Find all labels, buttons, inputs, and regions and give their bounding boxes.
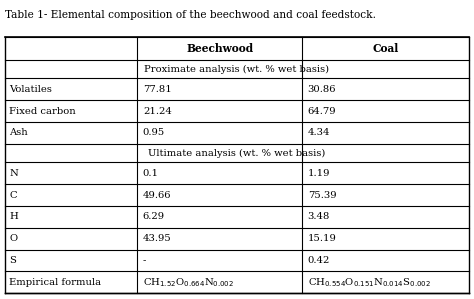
Text: 77.81: 77.81 (143, 85, 172, 94)
Text: Ultimate analysis (wt. % wet basis): Ultimate analysis (wt. % wet basis) (148, 149, 326, 158)
Text: 0.1: 0.1 (143, 169, 159, 178)
Text: Ash: Ash (9, 128, 28, 138)
Text: 75.39: 75.39 (308, 190, 337, 200)
Text: N: N (9, 169, 18, 178)
Text: S: S (9, 256, 17, 265)
Text: Beechwood: Beechwood (186, 43, 253, 54)
Text: C: C (9, 190, 17, 200)
Text: CH$_{0.554}$O$_{0.151}$N$_{0.014}$S$_{0.002}$: CH$_{0.554}$O$_{0.151}$N$_{0.014}$S$_{0.… (308, 276, 430, 289)
Text: Empirical formula: Empirical formula (9, 278, 101, 287)
Text: 0.95: 0.95 (143, 128, 165, 138)
Text: Volatiles: Volatiles (9, 85, 52, 94)
Text: H: H (9, 212, 18, 222)
Text: 21.24: 21.24 (143, 106, 172, 116)
Text: 43.95: 43.95 (143, 234, 172, 243)
Text: Coal: Coal (373, 43, 399, 54)
Text: -: - (143, 256, 146, 265)
Text: Table 1- Elemental composition of the beechwood and coal feedstock.: Table 1- Elemental composition of the be… (5, 10, 376, 20)
Text: 4.34: 4.34 (308, 128, 330, 138)
Text: 6.29: 6.29 (143, 212, 165, 222)
Text: 64.79: 64.79 (308, 106, 337, 116)
Text: 30.86: 30.86 (308, 85, 336, 94)
Text: Fixed carbon: Fixed carbon (9, 106, 76, 116)
Text: CH$_{1.52}$O$_{0.664}$N$_{0.002}$: CH$_{1.52}$O$_{0.664}$N$_{0.002}$ (143, 276, 234, 289)
Text: 49.66: 49.66 (143, 190, 171, 200)
Text: 3.48: 3.48 (308, 212, 330, 222)
Text: 0.42: 0.42 (308, 256, 330, 265)
Text: Proximate analysis (wt. % wet basis): Proximate analysis (wt. % wet basis) (145, 65, 329, 74)
Text: 15.19: 15.19 (308, 234, 337, 243)
Text: 1.19: 1.19 (308, 169, 330, 178)
Text: O: O (9, 234, 18, 243)
